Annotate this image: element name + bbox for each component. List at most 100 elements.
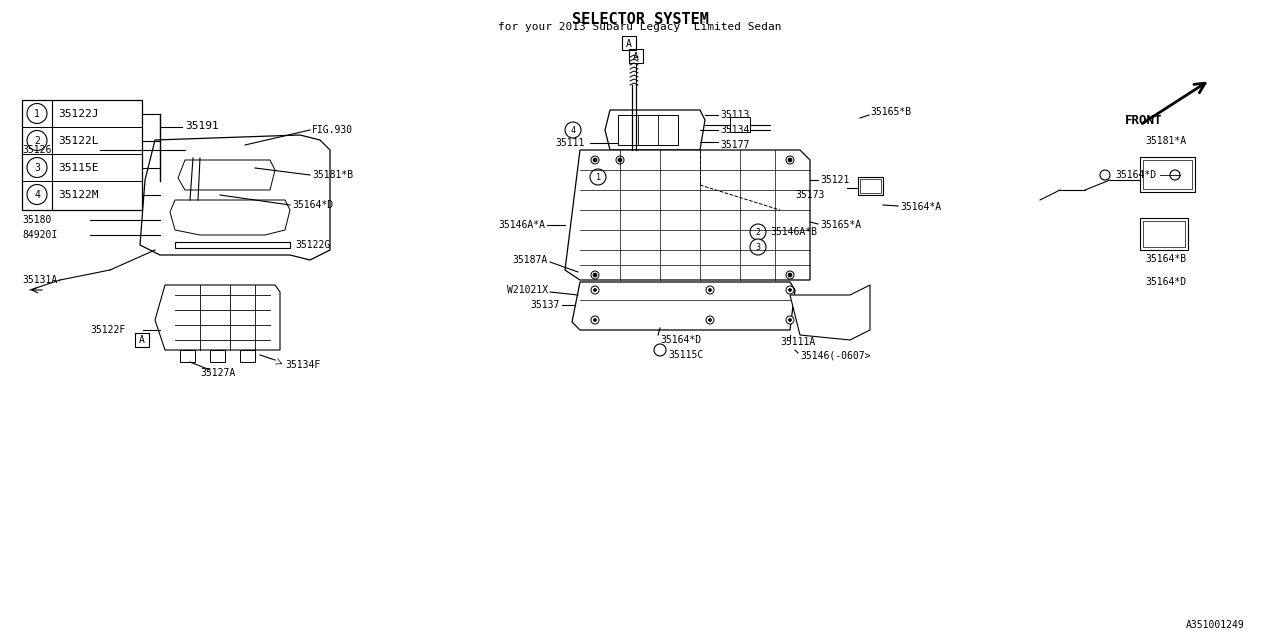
Circle shape — [594, 319, 596, 321]
Text: A: A — [140, 335, 145, 345]
Text: 35131A: 35131A — [22, 275, 58, 285]
Text: W21021X: W21021X — [507, 285, 548, 295]
Text: 35180: 35180 — [22, 215, 51, 225]
Polygon shape — [564, 150, 810, 280]
Bar — [860, 179, 881, 193]
Circle shape — [1100, 170, 1110, 180]
Text: 35113: 35113 — [721, 110, 749, 120]
Circle shape — [27, 184, 47, 205]
Text: 35164*D: 35164*D — [1146, 277, 1187, 287]
Circle shape — [1170, 170, 1180, 180]
Bar — [858, 177, 883, 195]
Circle shape — [654, 344, 666, 356]
Text: A: A — [626, 39, 632, 49]
Circle shape — [564, 122, 581, 138]
Bar — [730, 117, 750, 132]
Text: SELECTOR SYSTEM: SELECTOR SYSTEM — [572, 12, 708, 27]
Circle shape — [788, 273, 792, 277]
Circle shape — [788, 319, 791, 321]
Polygon shape — [605, 110, 705, 150]
Text: 1: 1 — [35, 109, 40, 118]
Text: 35165*A: 35165*A — [820, 220, 861, 230]
Bar — [22, 100, 142, 210]
Circle shape — [27, 157, 47, 177]
Text: 35146A*A: 35146A*A — [498, 220, 545, 230]
Text: 35134F: 35134F — [285, 360, 320, 370]
Bar — [618, 115, 678, 145]
Text: 35177: 35177 — [721, 140, 749, 150]
Polygon shape — [178, 160, 275, 190]
Bar — [1140, 157, 1196, 192]
Circle shape — [786, 271, 794, 279]
Polygon shape — [572, 282, 795, 330]
Text: 35164*A: 35164*A — [900, 202, 941, 212]
Text: 35134: 35134 — [721, 125, 749, 135]
Text: 35115E: 35115E — [58, 163, 99, 173]
Bar — [134, 333, 148, 347]
Text: 35191: 35191 — [186, 120, 219, 131]
Text: 35164*D: 35164*D — [1115, 170, 1156, 180]
Polygon shape — [175, 242, 291, 248]
Bar — [1143, 160, 1192, 189]
Text: 35146A*B: 35146A*B — [771, 227, 817, 237]
Text: 35126: 35126 — [22, 145, 51, 155]
Text: for your 2013 Subaru Legacy  Limited Sedan: for your 2013 Subaru Legacy Limited Seda… — [498, 22, 782, 32]
Text: 2: 2 — [755, 227, 760, 237]
Text: 35122G: 35122G — [294, 240, 330, 250]
Circle shape — [616, 156, 625, 164]
Text: 3: 3 — [755, 243, 760, 252]
Bar — [1140, 218, 1188, 250]
Text: 3: 3 — [35, 163, 40, 173]
Circle shape — [594, 289, 596, 291]
Text: 35173: 35173 — [796, 190, 826, 200]
Circle shape — [709, 289, 712, 291]
Polygon shape — [178, 142, 210, 162]
Text: 35122F: 35122F — [90, 325, 125, 335]
Text: 84920I: 84920I — [22, 230, 58, 240]
Text: 4: 4 — [571, 125, 576, 134]
Text: 35122L: 35122L — [58, 136, 99, 145]
Bar — [628, 49, 643, 63]
Circle shape — [590, 169, 605, 185]
Circle shape — [709, 319, 712, 321]
Circle shape — [591, 286, 599, 294]
Circle shape — [591, 156, 599, 164]
Circle shape — [27, 131, 47, 150]
Text: 35164*B: 35164*B — [1146, 254, 1187, 264]
Text: 35165*B: 35165*B — [870, 107, 911, 117]
Text: 35164*D: 35164*D — [660, 335, 701, 345]
Polygon shape — [170, 200, 291, 235]
Text: FIG.930: FIG.930 — [312, 125, 353, 135]
Circle shape — [786, 286, 794, 294]
Bar — [241, 350, 255, 362]
Circle shape — [593, 158, 596, 162]
Circle shape — [788, 289, 791, 291]
Bar — [622, 36, 636, 50]
Polygon shape — [140, 135, 330, 260]
Text: A351001249: A351001249 — [1187, 620, 1245, 630]
Circle shape — [591, 271, 599, 279]
Text: 35111: 35111 — [556, 138, 585, 148]
Bar — [180, 350, 195, 362]
Circle shape — [788, 158, 792, 162]
Text: 35137: 35137 — [531, 300, 561, 310]
Text: 35181*A: 35181*A — [1146, 136, 1187, 146]
Text: 35115C: 35115C — [668, 350, 703, 360]
Circle shape — [707, 286, 714, 294]
Polygon shape — [155, 285, 280, 350]
Text: FRONT: FRONT — [1125, 113, 1162, 127]
Text: 35181*B: 35181*B — [312, 170, 353, 180]
Circle shape — [750, 239, 765, 255]
Circle shape — [786, 156, 794, 164]
Text: 1: 1 — [595, 173, 600, 182]
Bar — [1143, 221, 1185, 247]
Text: 35164*D: 35164*D — [292, 200, 333, 210]
Text: 35187A: 35187A — [513, 255, 548, 265]
Circle shape — [593, 273, 596, 277]
Circle shape — [750, 224, 765, 240]
Text: 35121: 35121 — [820, 175, 850, 185]
Text: 35111A: 35111A — [780, 337, 815, 347]
Text: 35122J: 35122J — [58, 109, 99, 118]
Text: 4: 4 — [35, 189, 40, 200]
Circle shape — [591, 316, 599, 324]
